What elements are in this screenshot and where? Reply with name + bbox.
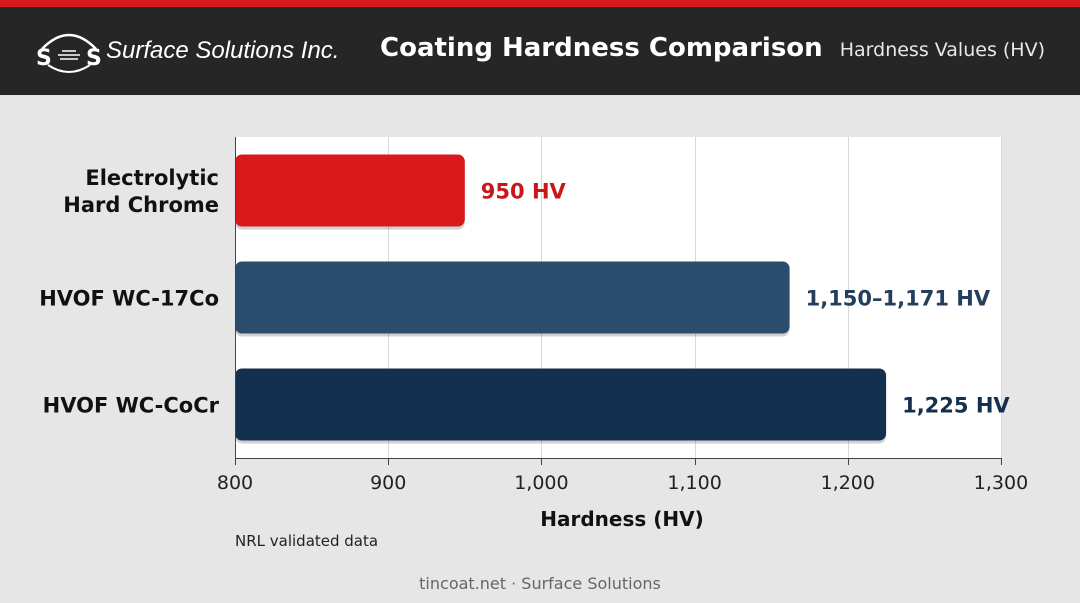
category-label: HVOF WC-CoCr	[43, 394, 220, 418]
x-axis-title: Hardness (HV)	[540, 507, 704, 531]
category-label: Hard Chrome	[63, 193, 219, 217]
value-label: 950 HV	[481, 180, 567, 204]
x-tick-label: 1,200	[821, 472, 875, 494]
bar-2	[235, 261, 790, 334]
chart-title: Coating Hardness Comparison	[380, 33, 823, 63]
value-label: 1,150–1,171 HV	[806, 287, 991, 311]
bar-3	[235, 368, 887, 441]
hardness-bar-chart: Electrolytic Hard Chrome HVOF WC-17Co HVOF …	[39, 137, 1028, 531]
chart-area: Electrolytic Hard Chrome HVOF WC-17Co HVOF …	[0, 95, 1080, 565]
x-tick-label: 1,000	[514, 472, 568, 494]
top-accent-bar	[0, 0, 1080, 7]
category-label: HVOF WC-17Co	[39, 287, 219, 311]
x-tick-label: 900	[370, 472, 406, 494]
x-tick-label: 1,100	[667, 472, 721, 494]
bar-1	[235, 154, 465, 227]
x-tick-label: 1,300	[974, 472, 1028, 494]
company-logo-icon: S S	[36, 33, 102, 73]
svg-text:S: S	[86, 46, 102, 71]
value-label: 1,225 HV	[902, 394, 1010, 418]
brand-name: Surface Solutions Inc.	[106, 37, 340, 64]
category-label: Electrolytic	[85, 166, 219, 190]
chart-subtitle: Hardness Values (HV)	[839, 39, 1045, 61]
svg-text:S: S	[36, 46, 52, 71]
footer-credit: tincoat.net · Surface Solutions	[419, 574, 661, 593]
data-source-note: NRL validated data	[235, 532, 379, 550]
header-bar: S S Surface Solutions Inc. Coating Hardn…	[0, 7, 1080, 95]
x-tick-label: 800	[217, 472, 253, 494]
